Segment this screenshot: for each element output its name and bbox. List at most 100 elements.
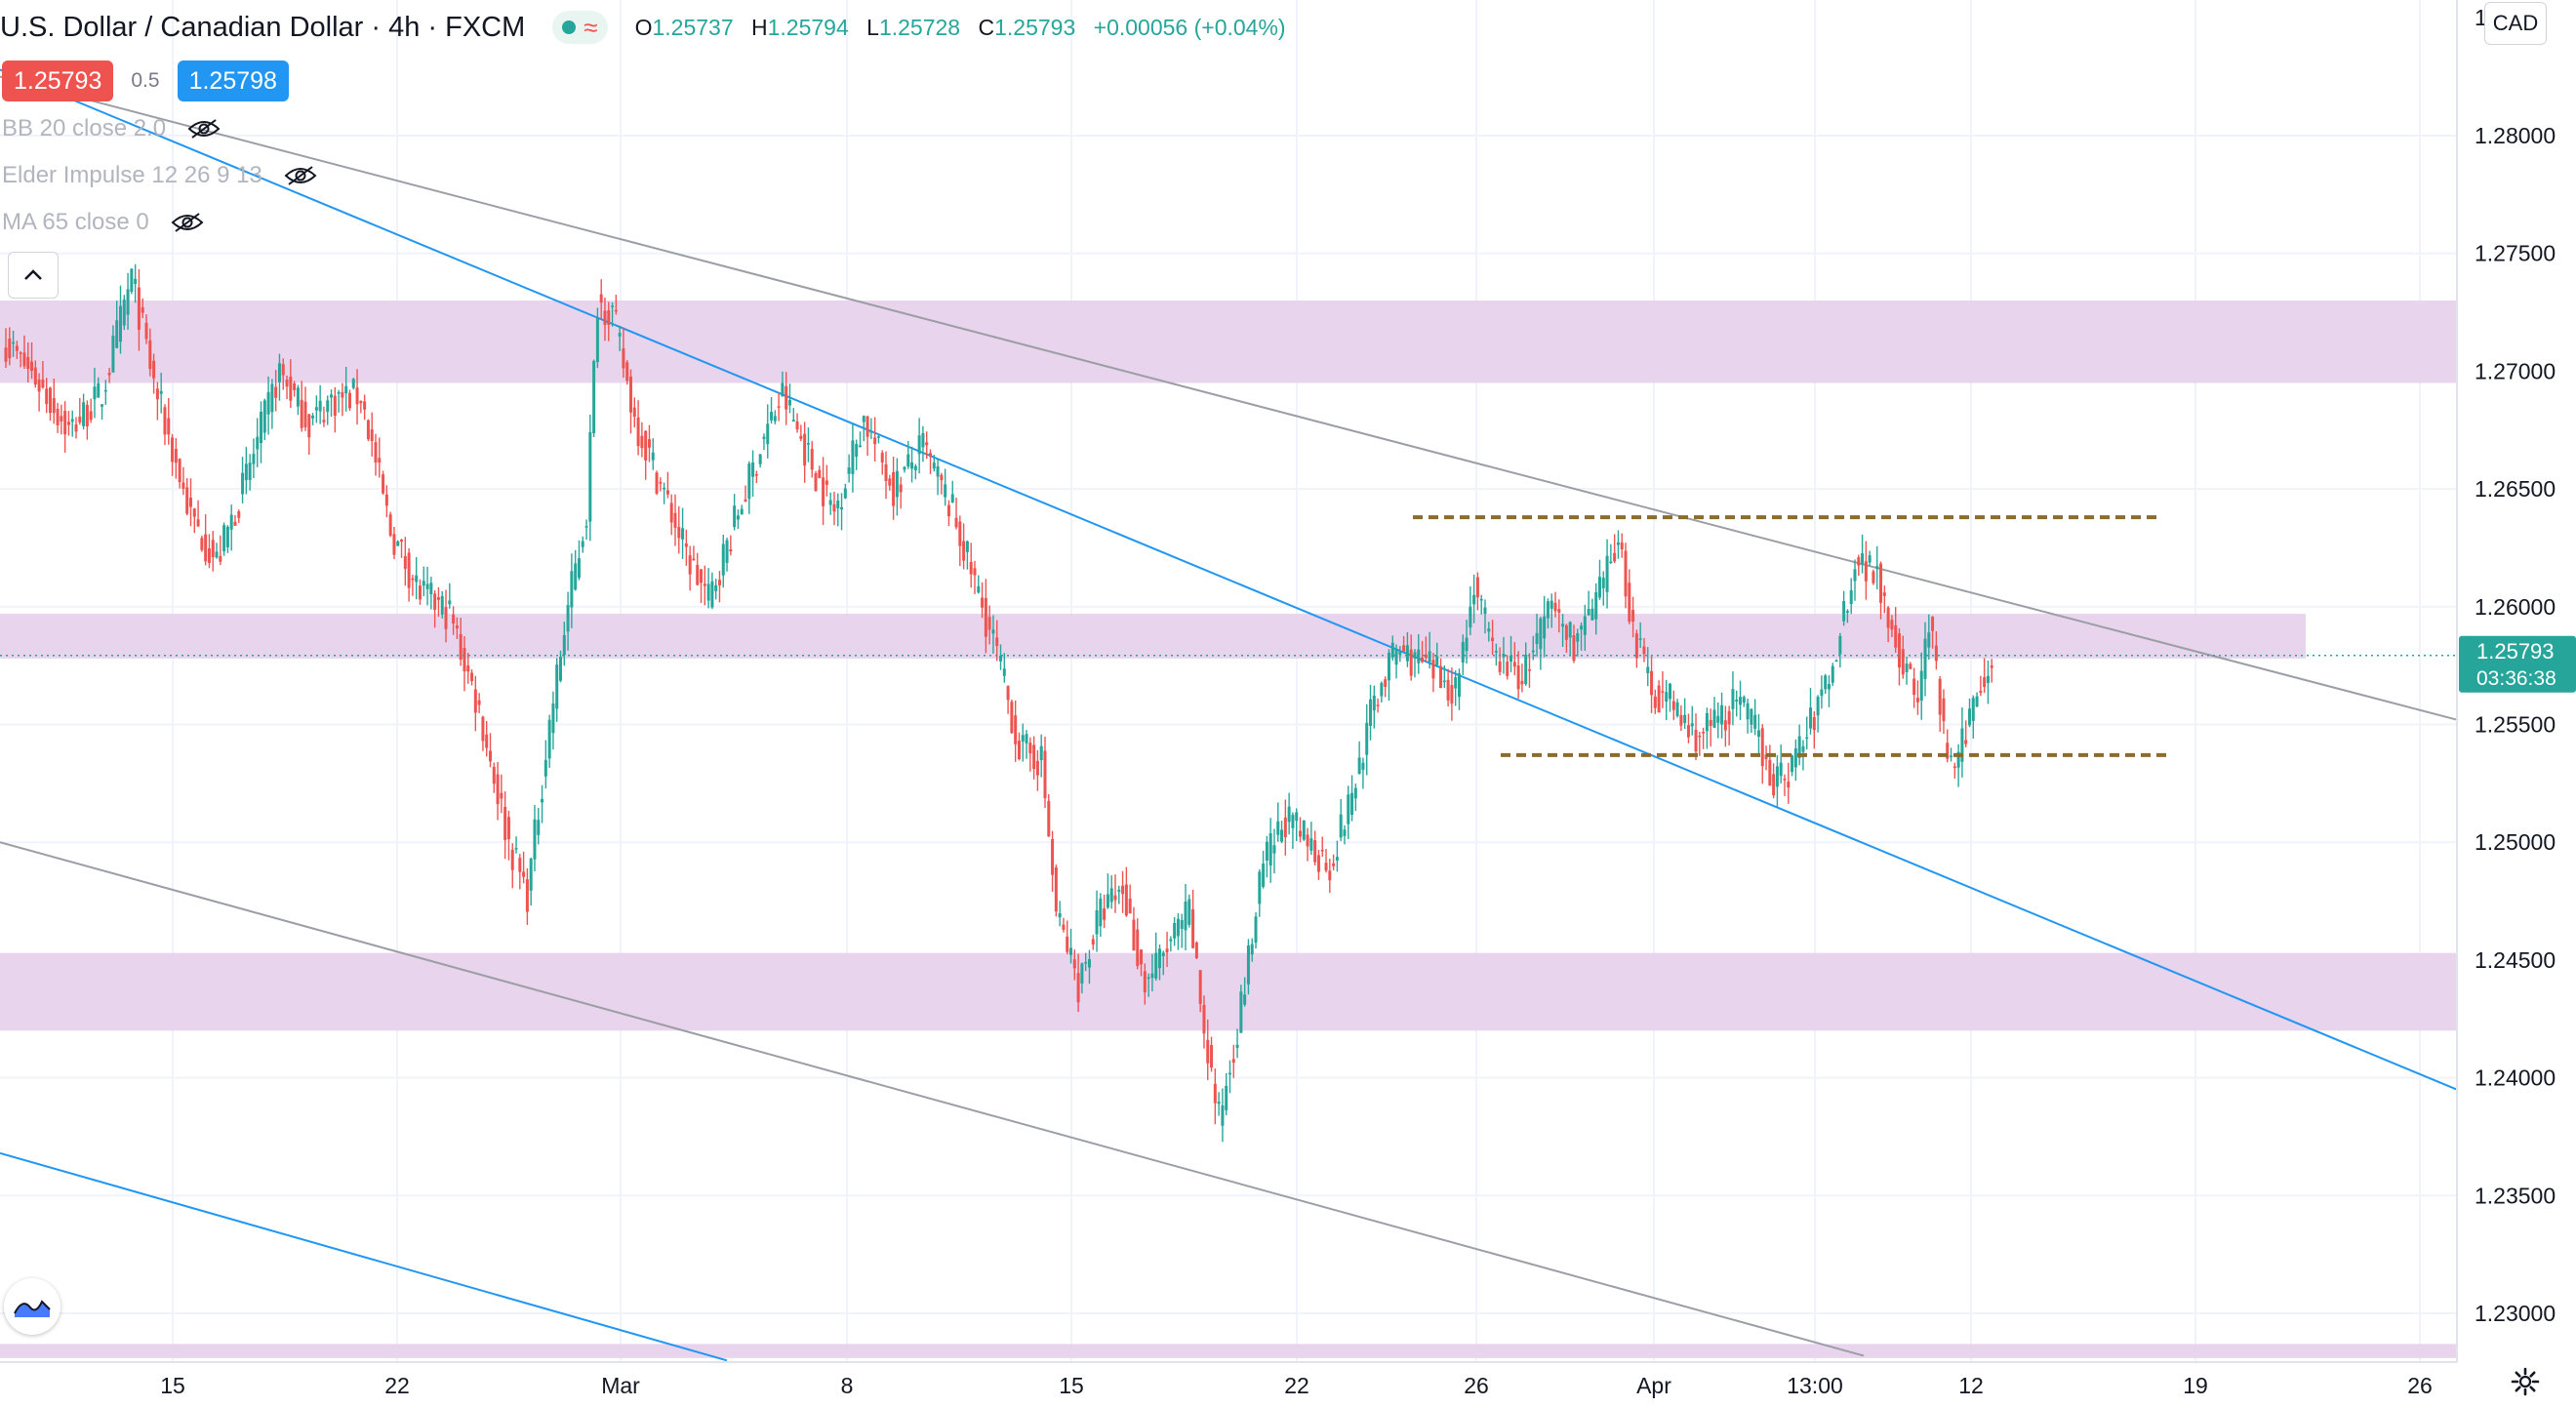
candle-body bbox=[1845, 611, 1849, 613]
candle-body bbox=[12, 342, 16, 344]
candle-body bbox=[584, 526, 588, 528]
candle-body bbox=[1934, 645, 1938, 662]
candle-body bbox=[122, 300, 126, 326]
candle-body bbox=[1624, 550, 1628, 597]
candle-body bbox=[1975, 696, 1979, 707]
candle-body bbox=[1106, 894, 1109, 908]
candle-body bbox=[448, 600, 452, 605]
candle-body bbox=[300, 399, 303, 428]
candle-body bbox=[700, 569, 704, 583]
candle-body bbox=[962, 541, 966, 561]
last-price-label: 1.25793 bbox=[2476, 639, 2555, 663]
candle-body bbox=[1894, 624, 1898, 648]
buy-button[interactable]: 1.25798 bbox=[177, 60, 289, 101]
candle-body bbox=[710, 581, 714, 608]
candle-body bbox=[514, 848, 518, 850]
tradingview-logo[interactable] bbox=[4, 1278, 60, 1335]
candle-body bbox=[537, 820, 541, 835]
eye-hidden-icon[interactable] bbox=[284, 165, 317, 186]
candle-body bbox=[1299, 830, 1302, 837]
y-tick-label: 1.27000 bbox=[2475, 358, 2556, 383]
candle-body bbox=[936, 465, 940, 477]
candle-body bbox=[1231, 1059, 1235, 1064]
candle-body bbox=[862, 416, 865, 422]
candle-body bbox=[1705, 712, 1709, 732]
sr-zone bbox=[0, 614, 2306, 659]
candle-body bbox=[1291, 815, 1295, 828]
candle-body bbox=[500, 792, 503, 799]
candle-body bbox=[703, 583, 706, 586]
candle-body bbox=[1535, 632, 1539, 645]
candle-body bbox=[204, 534, 208, 562]
candle-body bbox=[1520, 680, 1524, 685]
candle-body bbox=[167, 418, 171, 435]
indicator-label: Elder Impulse 12 26 9 13 bbox=[2, 162, 262, 188]
candle-body bbox=[1990, 665, 1993, 668]
candle-body bbox=[1280, 829, 1284, 842]
candle-body bbox=[233, 521, 237, 526]
market-status[interactable]: ≈ bbox=[552, 11, 608, 44]
eye-hidden-icon[interactable] bbox=[187, 118, 221, 140]
sell-button[interactable]: 1.25793 bbox=[2, 60, 114, 101]
candle-body bbox=[359, 400, 363, 404]
candle-body bbox=[969, 561, 973, 575]
candle-body bbox=[932, 462, 936, 469]
candle-body bbox=[611, 305, 615, 307]
candle-body bbox=[1690, 723, 1694, 727]
x-tick-label: Apr bbox=[1636, 1373, 1671, 1398]
candle-body bbox=[1923, 638, 1927, 679]
currency-button[interactable]: CAD bbox=[2484, 2, 2547, 45]
indicator-bb[interactable]: BB 20 close 2.0 bbox=[2, 115, 221, 142]
candle-body bbox=[1417, 649, 1421, 663]
candle-body bbox=[1198, 970, 1202, 1004]
candle-body bbox=[940, 474, 944, 481]
candle-body bbox=[1971, 698, 1975, 721]
candle-body bbox=[625, 362, 629, 382]
candle-body bbox=[82, 402, 86, 426]
indicator-elder[interactable]: Elder Impulse 12 26 9 13 bbox=[2, 162, 317, 189]
candle-body bbox=[696, 564, 700, 585]
candle-body bbox=[1890, 620, 1894, 630]
chart-settings-button[interactable] bbox=[2506, 1362, 2545, 1401]
candle-body bbox=[1350, 792, 1354, 816]
candle-body bbox=[880, 453, 884, 462]
eye-hidden-icon[interactable] bbox=[171, 212, 204, 233]
candle-body bbox=[411, 578, 415, 581]
candle-body bbox=[981, 597, 985, 608]
candle-body bbox=[588, 431, 592, 522]
candle-body bbox=[107, 373, 111, 376]
candle-body bbox=[836, 501, 840, 508]
candle-body bbox=[485, 734, 489, 748]
candle-body bbox=[1431, 660, 1435, 679]
high-key: H bbox=[751, 14, 768, 40]
candle-body bbox=[1095, 909, 1099, 935]
candle-body bbox=[729, 549, 733, 552]
symbol-title[interactable]: U.S. Dollar / Canadian Dollar · 4h · FXC… bbox=[0, 11, 526, 43]
candle-body bbox=[1117, 889, 1121, 892]
candle-body bbox=[773, 416, 777, 422]
candle-body bbox=[1194, 942, 1198, 959]
candle-body bbox=[48, 387, 52, 414]
candle-body bbox=[1950, 755, 1953, 757]
candle-body bbox=[958, 521, 962, 546]
trend-channel-lines bbox=[0, 68, 2458, 1362]
candle-body bbox=[1543, 616, 1547, 639]
candle-body bbox=[351, 379, 355, 388]
candle-body bbox=[1642, 646, 1646, 655]
candle-body bbox=[392, 534, 396, 555]
candle-body bbox=[211, 540, 215, 558]
collapse-legend-button[interactable] bbox=[8, 252, 59, 299]
candle-body bbox=[252, 454, 256, 464]
candle-body bbox=[1897, 633, 1901, 668]
candle-body bbox=[655, 472, 659, 494]
x-tick-label: 26 bbox=[2407, 1373, 2433, 1398]
indicator-ma[interactable]: MA 65 close 0 bbox=[2, 209, 204, 236]
candle-body bbox=[337, 391, 341, 394]
candle-body bbox=[847, 467, 851, 474]
candle-body bbox=[1657, 685, 1661, 713]
candle-body bbox=[1306, 834, 1309, 847]
candle-body bbox=[470, 672, 474, 682]
candle-body bbox=[781, 382, 785, 397]
